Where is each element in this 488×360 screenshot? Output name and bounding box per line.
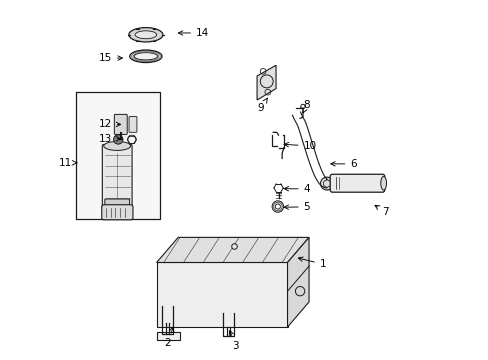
- FancyBboxPatch shape: [102, 144, 132, 214]
- Circle shape: [113, 135, 122, 144]
- Text: 2: 2: [164, 327, 174, 348]
- Polygon shape: [257, 65, 276, 100]
- Text: 3: 3: [229, 330, 238, 351]
- Bar: [76, 92, 160, 220]
- Bar: [156, 332, 180, 339]
- Text: 15: 15: [99, 53, 122, 63]
- Text: 8: 8: [303, 100, 310, 113]
- Polygon shape: [156, 237, 308, 262]
- Circle shape: [271, 201, 283, 212]
- Polygon shape: [287, 237, 308, 327]
- Text: 1: 1: [298, 257, 326, 269]
- Circle shape: [320, 177, 333, 190]
- Text: 5: 5: [284, 202, 310, 212]
- Ellipse shape: [128, 28, 163, 42]
- Text: 4: 4: [284, 184, 310, 194]
- Text: 7: 7: [374, 205, 388, 217]
- FancyBboxPatch shape: [102, 205, 133, 220]
- Ellipse shape: [129, 50, 162, 63]
- FancyBboxPatch shape: [104, 199, 129, 213]
- Ellipse shape: [135, 31, 156, 39]
- Text: 11: 11: [58, 158, 77, 168]
- FancyBboxPatch shape: [129, 117, 137, 132]
- FancyBboxPatch shape: [114, 114, 127, 134]
- Polygon shape: [156, 262, 287, 327]
- Text: 13: 13: [99, 134, 121, 144]
- Ellipse shape: [134, 53, 157, 60]
- Circle shape: [275, 204, 280, 209]
- Ellipse shape: [103, 141, 130, 150]
- Text: 14: 14: [178, 28, 209, 38]
- FancyBboxPatch shape: [329, 174, 384, 192]
- Ellipse shape: [380, 176, 386, 190]
- Text: 9: 9: [257, 98, 267, 113]
- Text: 10: 10: [284, 141, 316, 151]
- Text: 6: 6: [330, 159, 356, 169]
- Text: 12: 12: [99, 120, 121, 129]
